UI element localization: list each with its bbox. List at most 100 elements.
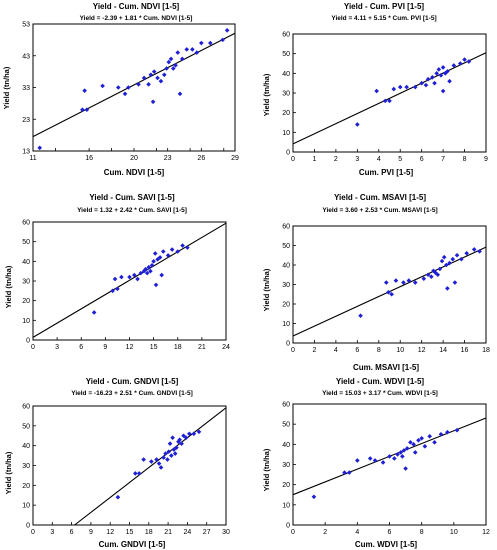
x-tick-label: 24 bbox=[184, 529, 192, 536]
data-point bbox=[152, 251, 158, 256]
y-tick-label: 10 bbox=[282, 502, 290, 509]
data-point bbox=[91, 310, 97, 315]
panel-ndvi: Yield - Cum. NDVI [1-5] Yield = -2.39 + … bbox=[2, 2, 192, 177]
panel-msavi: Yield - Cum. MSAVI [1-5] Yield = 3.60 + … bbox=[262, 193, 438, 372]
x-tick-label: 29 bbox=[231, 155, 239, 162]
plot-5: 0 2 4 6 8 10 12 0 10 20 30 40 50 60 bbox=[282, 402, 490, 537]
data-point bbox=[224, 28, 230, 33]
y-axis-label: Yield (tn/ha) bbox=[4, 265, 13, 308]
data-point bbox=[149, 459, 154, 464]
data-point bbox=[208, 40, 213, 46]
x-tick-label: 12 bbox=[126, 344, 134, 351]
data-point bbox=[127, 274, 132, 280]
data-point bbox=[422, 444, 428, 449]
data-point bbox=[392, 456, 397, 461]
regression-line bbox=[292, 52, 487, 145]
data-point bbox=[454, 427, 460, 433]
y-tick-label: 20 bbox=[282, 482, 290, 489]
data-point bbox=[429, 274, 434, 279]
data-point bbox=[153, 282, 159, 288]
x-tick-label: 26 bbox=[197, 155, 205, 162]
data-point bbox=[144, 270, 150, 276]
plot-1: 0 1 2 3 4 5 6 7 8 9 0 10 20 30 40 50 60 bbox=[282, 32, 488, 164]
data-point bbox=[450, 256, 456, 262]
y-tick-label: 20 bbox=[282, 302, 290, 309]
data-point bbox=[37, 145, 43, 151]
regression-equation: Yield = 1.32 + 2.42 * Cum. SAVI [1-5] bbox=[77, 207, 187, 214]
x-axis-label: Cum. NDVI [1-5] bbox=[104, 168, 165, 177]
data-point bbox=[387, 454, 392, 459]
data-point bbox=[440, 88, 446, 94]
data-point bbox=[372, 458, 378, 463]
data-point bbox=[199, 40, 204, 46]
y-tick-label: 60 bbox=[282, 32, 290, 39]
x-tick-label: 2 bbox=[334, 156, 338, 163]
y-tick-label: 40 bbox=[282, 263, 290, 270]
x-tick-label: 9 bbox=[103, 344, 107, 351]
data-point bbox=[466, 59, 472, 64]
data-point bbox=[412, 280, 418, 285]
data-point bbox=[151, 69, 157, 74]
y-tick-label: 40 bbox=[282, 71, 290, 78]
y-axis-label: Yield (tn/ha) bbox=[262, 73, 271, 116]
y-axis-label: Yield (tn/ha) bbox=[2, 66, 11, 109]
data-point bbox=[180, 243, 185, 248]
x-tick-label: 6 bbox=[420, 156, 424, 163]
data-point bbox=[141, 75, 147, 81]
data-point bbox=[168, 56, 174, 62]
panel-pvi: Yield - Cum. PVI [1-5] Yield = 4.11 + 5.… bbox=[262, 2, 437, 177]
data-point bbox=[382, 98, 388, 104]
data-point bbox=[438, 431, 444, 437]
data-point bbox=[165, 457, 170, 462]
chart-title: Yield - Cum. SAVI [1-5] bbox=[89, 193, 175, 202]
data-point bbox=[441, 254, 447, 260]
y-axis-label: Yield (tn/ha) bbox=[262, 268, 271, 311]
y-tick-label: 0 bbox=[286, 523, 290, 530]
y-tick-label: 13 bbox=[22, 149, 30, 156]
data-point bbox=[435, 272, 441, 278]
regression-line bbox=[74, 407, 227, 526]
y-tick-label: 60 bbox=[22, 220, 30, 227]
y-tick-label: 30 bbox=[22, 279, 30, 286]
data-point bbox=[177, 91, 183, 97]
data-point bbox=[181, 433, 186, 439]
data-point bbox=[419, 80, 424, 86]
data-point bbox=[432, 440, 437, 445]
y-tick-label: 30 bbox=[22, 463, 30, 470]
data-point bbox=[454, 252, 460, 258]
plot-frame bbox=[292, 403, 487, 526]
data-point bbox=[462, 57, 467, 62]
y-tick-label: 30 bbox=[282, 462, 290, 469]
y-tick-label: 10 bbox=[22, 318, 30, 325]
x-tick-label: 15 bbox=[150, 344, 158, 351]
data-point bbox=[445, 429, 450, 435]
x-tick-label: 4 bbox=[334, 347, 338, 354]
x-tick-label: 27 bbox=[203, 529, 211, 536]
data-point bbox=[173, 62, 178, 68]
data-point bbox=[383, 280, 389, 285]
data-point bbox=[477, 249, 482, 254]
x-tick-label: 18 bbox=[174, 344, 182, 351]
data-point bbox=[427, 433, 433, 439]
data-point bbox=[175, 50, 181, 55]
x-tick-label: 4 bbox=[377, 156, 381, 163]
data-point bbox=[112, 276, 118, 282]
data-point bbox=[84, 107, 90, 113]
data-point bbox=[459, 256, 464, 262]
x-tick-label: 8 bbox=[377, 347, 381, 354]
data-point bbox=[397, 84, 403, 90]
x-tick-label: 1 bbox=[312, 156, 316, 163]
data-point bbox=[82, 88, 87, 93]
data-point bbox=[452, 280, 458, 285]
data-point bbox=[158, 78, 164, 84]
x-tick-label: 11 bbox=[29, 155, 36, 162]
x-tick-label: 3 bbox=[355, 156, 359, 163]
x-tick-label: 9 bbox=[89, 529, 93, 536]
data-point bbox=[423, 82, 429, 88]
y-tick-label: 50 bbox=[22, 423, 30, 430]
data-point bbox=[185, 245, 190, 250]
data-point bbox=[80, 107, 85, 113]
data-point bbox=[146, 264, 152, 270]
data-point bbox=[380, 460, 386, 465]
